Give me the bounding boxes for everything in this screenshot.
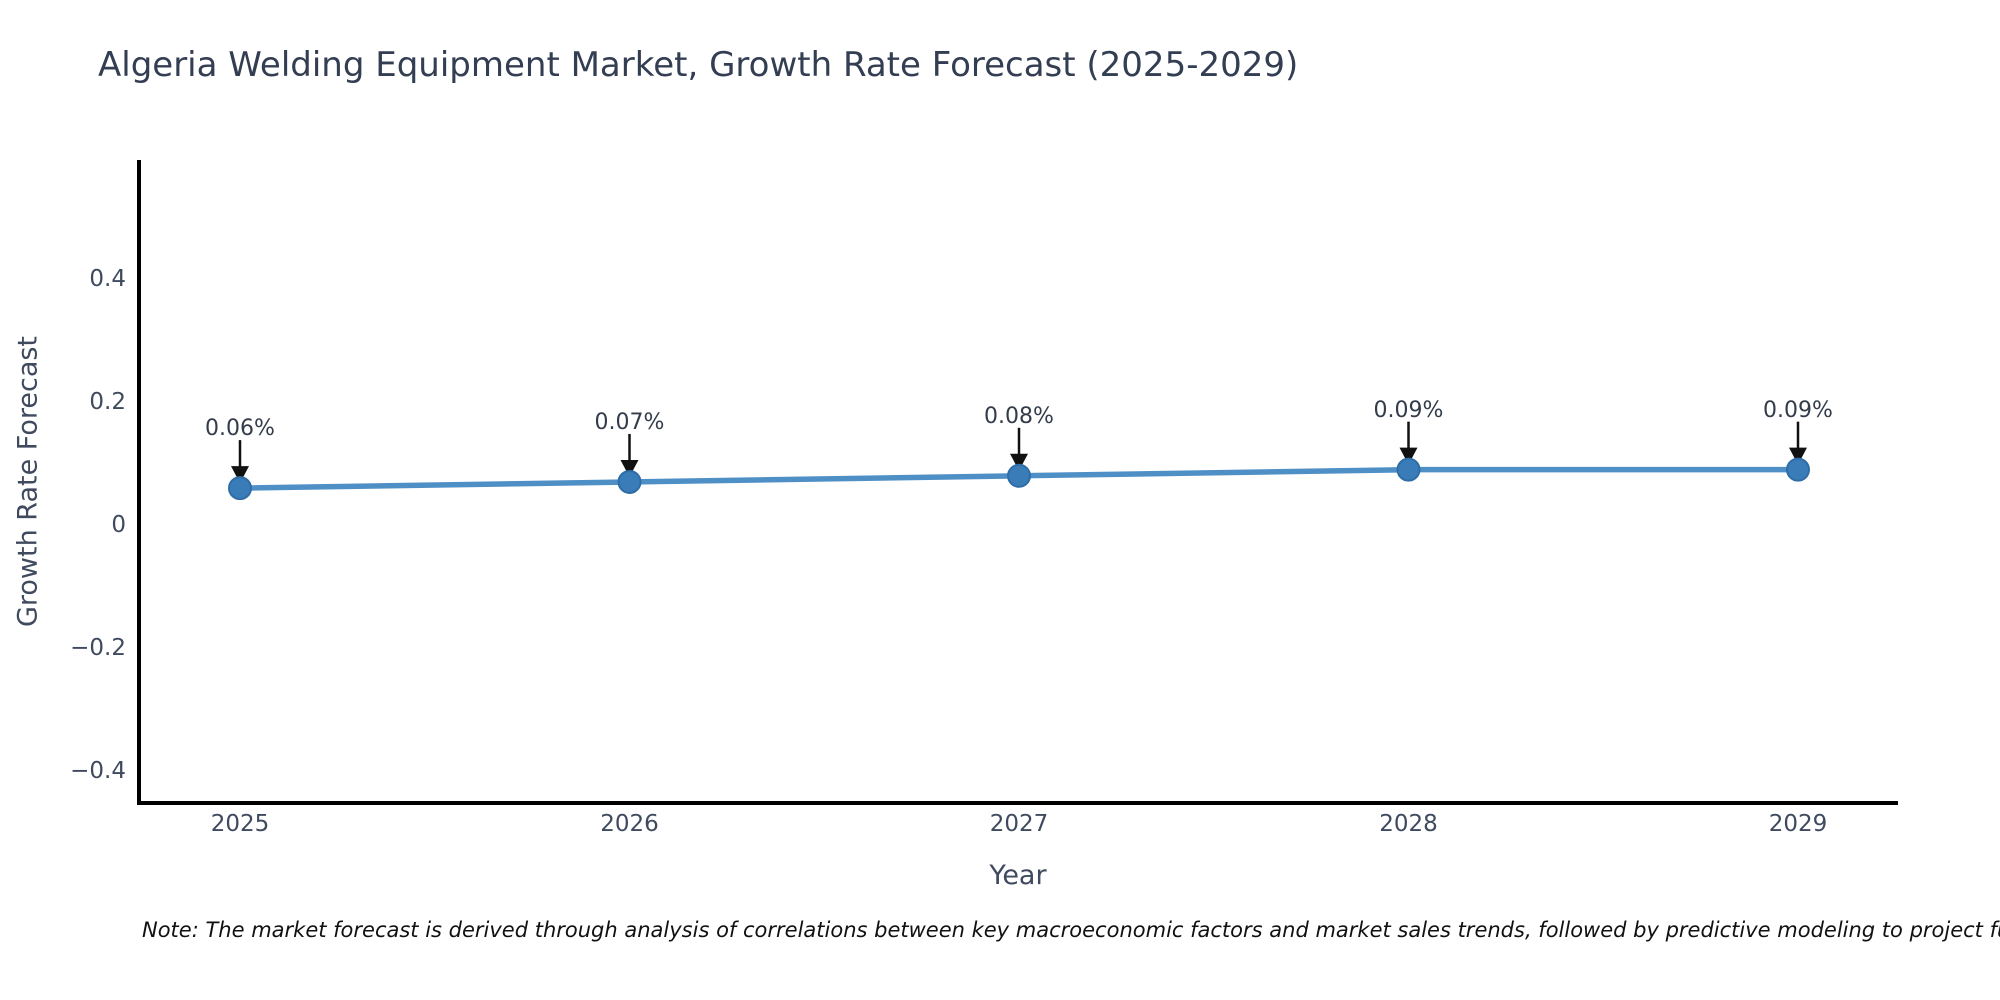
data-point-marker — [1007, 463, 1031, 488]
y-tick-label: −0.2 — [70, 635, 126, 661]
data-point-marker — [1396, 457, 1421, 482]
x-axis-spine — [137, 801, 1898, 805]
y-tick-label: 0 — [111, 512, 126, 538]
x-tick-label: 2027 — [989, 811, 1049, 837]
annotation-arrow-head — [231, 466, 249, 484]
footnote: Note: The market forecast is derived thr… — [142, 918, 2000, 942]
annotation-arrow-head — [1010, 453, 1028, 471]
annotation-arrow-head — [1789, 447, 1807, 465]
data-point-marker — [617, 469, 642, 494]
point-annotation: 0.06% — [205, 416, 275, 442]
chart-title: Algeria Welding Equipment Market, Growth… — [98, 45, 1299, 85]
annotation-arrow-head — [1399, 447, 1418, 465]
y-tick-label: 0.4 — [89, 266, 126, 292]
point-annotation: 0.09% — [1763, 397, 1833, 423]
data-point-marker — [228, 476, 252, 501]
x-tick-label: 2029 — [1768, 811, 1828, 837]
x-axis-title: Year — [989, 860, 1047, 891]
y-axis-spine — [137, 160, 141, 805]
data-point-marker — [1786, 457, 1810, 482]
point-annotation: 0.09% — [1373, 397, 1444, 423]
x-tick-label: 2026 — [600, 811, 659, 837]
annotation-arrow-head — [620, 459, 639, 477]
y-tick-label: 0.2 — [89, 389, 126, 415]
point-annotation: 0.08% — [984, 403, 1054, 429]
x-tick-label: 2028 — [1379, 811, 1438, 837]
x-tick-label: 2025 — [210, 811, 270, 837]
point-annotation: 0.07% — [594, 409, 665, 435]
y-tick-label: −0.4 — [70, 758, 126, 784]
